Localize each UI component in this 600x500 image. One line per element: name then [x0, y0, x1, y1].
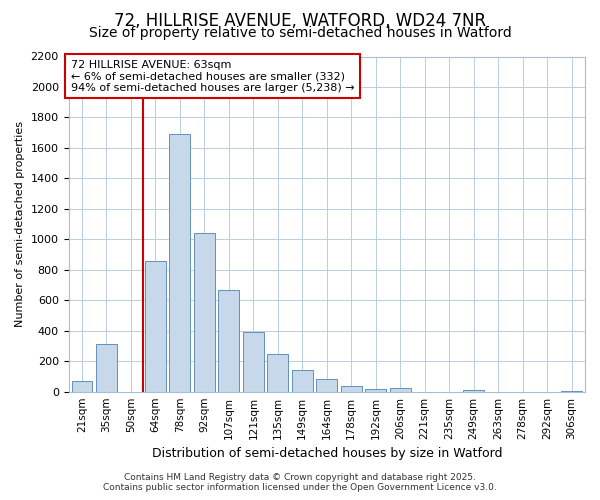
- X-axis label: Distribution of semi-detached houses by size in Watford: Distribution of semi-detached houses by …: [152, 447, 502, 460]
- Text: Contains HM Land Registry data © Crown copyright and database right 2025.
Contai: Contains HM Land Registry data © Crown c…: [103, 473, 497, 492]
- Bar: [218, 290, 239, 392]
- Bar: [169, 134, 190, 392]
- Bar: [96, 344, 117, 392]
- Bar: [561, 391, 582, 392]
- Bar: [341, 386, 362, 392]
- Bar: [365, 388, 386, 392]
- Bar: [194, 233, 215, 392]
- Bar: [243, 332, 264, 392]
- Bar: [463, 390, 484, 392]
- Text: Size of property relative to semi-detached houses in Watford: Size of property relative to semi-detach…: [89, 26, 511, 40]
- Text: 72, HILLRISE AVENUE, WATFORD, WD24 7NR: 72, HILLRISE AVENUE, WATFORD, WD24 7NR: [114, 12, 486, 30]
- Bar: [145, 260, 166, 392]
- Y-axis label: Number of semi-detached properties: Number of semi-detached properties: [15, 121, 25, 327]
- Bar: [71, 381, 92, 392]
- Bar: [292, 370, 313, 392]
- Bar: [390, 388, 410, 392]
- Text: 72 HILLRISE AVENUE: 63sqm
← 6% of semi-detached houses are smaller (332)
94% of : 72 HILLRISE AVENUE: 63sqm ← 6% of semi-d…: [71, 60, 355, 92]
- Bar: [316, 380, 337, 392]
- Bar: [268, 354, 288, 392]
